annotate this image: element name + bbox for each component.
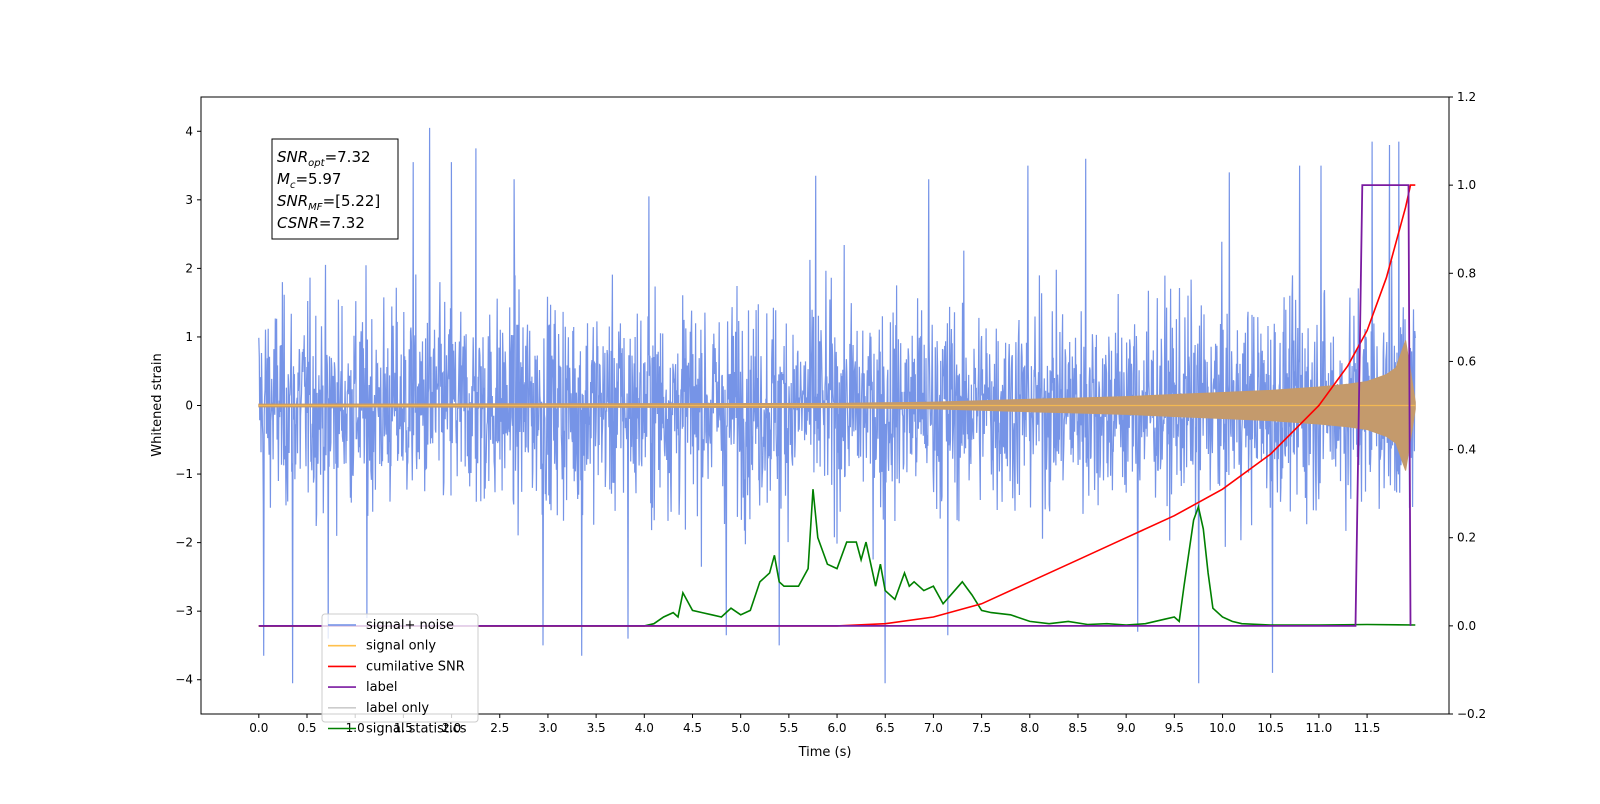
x-tick-label: 7.0 [924, 721, 943, 735]
x-tick-label: 1.5 [394, 721, 413, 735]
legend: signal+ noise signal only cumilative SNR la… [321, 613, 479, 737]
x-tick-label: 10.0 [1209, 721, 1236, 735]
x-tick-label: 6.0 [827, 721, 846, 735]
y-tick-label: −3 [175, 604, 193, 618]
y-tick-label: −2 [175, 536, 193, 550]
series-cumulative-snr-line [258, 184, 1416, 627]
x-tick-label: 0.0 [249, 721, 268, 735]
x-tick-label: 9.0 [1117, 721, 1136, 735]
legend-frame [321, 613, 479, 723]
x-tick-label: 5.0 [731, 721, 750, 735]
legend-label: signal+ noise [366, 618, 454, 633]
legend-label: label only [366, 701, 429, 716]
y2-tick-label: 1.2 [1457, 90, 1476, 104]
x-tick-label: 8.5 [1068, 721, 1087, 735]
x-tick-label: 4.5 [683, 721, 702, 735]
x-tick-label: 10.5 [1257, 721, 1284, 735]
x-tick-label: 3.5 [587, 721, 606, 735]
y2-tick-label: −0.2 [1457, 707, 1486, 721]
x-tick-label: 4.0 [635, 721, 654, 735]
x-tick-label: 9.5 [1165, 721, 1184, 735]
y2-tick-label: 0.0 [1457, 619, 1476, 633]
y2-tick-label: 0.6 [1457, 354, 1476, 368]
y2-tick-label: 0.8 [1457, 266, 1476, 280]
x-tick-label: 2.0 [442, 721, 461, 735]
y-axis-label: Whitened strain [150, 353, 165, 456]
series-signal-statistics-line [258, 489, 1416, 627]
annotation-line: CSNR=7.32 [277, 214, 365, 232]
y-tick-label: 3 [185, 193, 193, 207]
y-tick-label: −1 [175, 467, 193, 481]
legend-label: signal only [366, 639, 436, 654]
legend-label: label [366, 680, 397, 695]
y-tick-label: 4 [185, 124, 193, 138]
y2-tick-label: 0.4 [1457, 443, 1476, 457]
y-axis-left: 4 3 2 1 0 −1 −2 −3 −4 [175, 124, 201, 687]
annotation-line: SNRopt=7.32 [277, 148, 371, 169]
y-tick-label: 0 [185, 399, 193, 413]
annotation-line: Mc=5.97 [277, 170, 341, 191]
x-axis: 0.0 0.5 1.0 1.5 2.0 2.5 3.0 3.5 4.0 4.5 5.0 5.5 6.0 6… [249, 714, 1380, 735]
x-tick-label: 7.5 [972, 721, 991, 735]
plot-area [258, 127, 1416, 684]
x-tick-label: 8.0 [1020, 721, 1039, 735]
x-axis-label: Time (s) [798, 745, 852, 760]
y-tick-label: −4 [175, 673, 193, 687]
y-axis-right: 1.2 1.0 0.8 0.6 0.4 0.2 0.0 −0.2 [1449, 90, 1486, 721]
y2-tick-label: 1.0 [1457, 178, 1476, 192]
x-tick-label: 3.0 [538, 721, 557, 735]
x-tick-label: 0.5 [297, 721, 316, 735]
x-tick-label: 2.5 [490, 721, 509, 735]
legend-label: signal statistics [366, 722, 467, 737]
y-tick-label: 1 [185, 330, 193, 344]
y-tick-label: 2 [185, 261, 193, 275]
series-label-line [258, 184, 1412, 627]
y2-tick-label: 0.2 [1457, 531, 1476, 545]
x-tick-label: 5.5 [779, 721, 798, 735]
x-tick-label: 6.5 [876, 721, 895, 735]
legend-label: cumilative SNR [366, 659, 465, 674]
annotation-frame [271, 138, 399, 240]
x-tick-label: 11.0 [1306, 721, 1333, 735]
annotation-line: SNRMF=[5.22] [277, 192, 380, 213]
x-tick-label: 11.5 [1354, 721, 1381, 735]
